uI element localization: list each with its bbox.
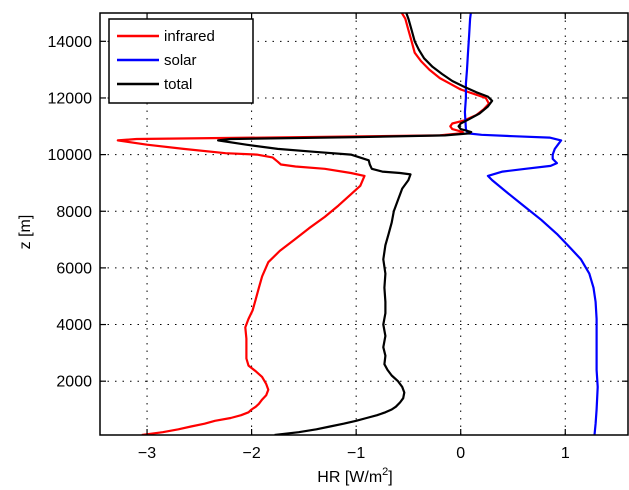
axes-box: [99, 12, 629, 436]
x-tick-label: −2: [242, 445, 260, 462]
y-tick-label: 10000: [48, 147, 93, 164]
y-tick-label: 8000: [56, 204, 92, 221]
y-tick-label: 2000: [56, 374, 92, 391]
series-line-total: [217, 13, 494, 435]
legend-label-total: total: [164, 76, 192, 93]
legend: infrared solar total: [108, 18, 254, 104]
legend-label-infrared: infrared: [164, 28, 215, 45]
grid-lines: [100, 13, 628, 435]
series-layer: [116, 13, 599, 435]
x-tick-label: 1: [561, 445, 570, 462]
y-tick-label: 14000: [48, 34, 93, 51]
x-axis-label-tail: ]: [388, 469, 392, 486]
x-tick-label: −1: [347, 445, 365, 462]
axes-frame: [99, 12, 629, 436]
y-axis-label: z [m]: [17, 215, 34, 250]
x-axis-label-superscript: 2: [382, 466, 388, 478]
x-axis-label: HR [W/m2]: [317, 466, 392, 486]
y-tick-label: 12000: [48, 90, 93, 107]
series-line-solar: [463, 13, 599, 435]
legend-label-solar: solar: [164, 52, 197, 69]
x-tick-label: 0: [456, 445, 465, 462]
y-tick-label: 6000: [56, 260, 92, 277]
y-tick-label: 4000: [56, 317, 92, 334]
series-line-infrared: [116, 13, 490, 435]
x-tick-label: −3: [138, 445, 156, 462]
